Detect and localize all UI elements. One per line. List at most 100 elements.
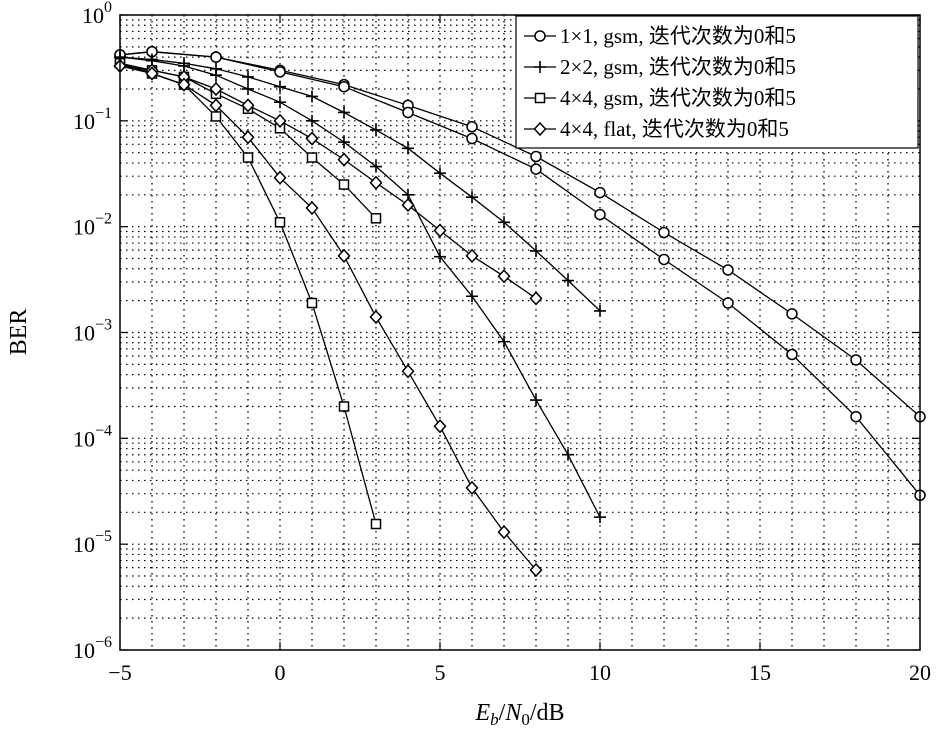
marker-plus — [370, 123, 382, 136]
y-tick-exponent: −6 — [95, 634, 112, 651]
y-tick-base: 10 — [73, 638, 95, 663]
x-axis-label-b: b — [490, 710, 499, 729]
marker-plus — [434, 250, 446, 263]
legend-box — [515, 15, 919, 149]
marker-diamond — [209, 81, 223, 97]
marker-diamond — [529, 562, 543, 578]
series-line — [119, 65, 537, 299]
y-tick-base: 10 — [82, 3, 104, 28]
marker-plus — [466, 290, 478, 303]
y-tick-exponent: −1 — [95, 105, 112, 122]
y-tick-label: 10−5 — [73, 528, 112, 557]
marker-plus — [242, 82, 254, 95]
marker-diamond — [465, 248, 479, 263]
marker-diamond — [433, 419, 447, 434]
series-circle-1 — [114, 45, 926, 501]
marker-diamond — [369, 309, 383, 325]
marker-diamond — [273, 113, 287, 128]
series-line — [119, 51, 921, 496]
marker-circle — [722, 297, 734, 309]
marker-plus — [338, 136, 350, 149]
marker-circle — [594, 186, 606, 199]
marker-diamond — [533, 121, 547, 137]
marker-square — [338, 401, 350, 412]
legend-entry-square: 4×4, gsm, 迭代次数为0和5 — [524, 86, 796, 110]
marker-square — [306, 297, 318, 309]
marker-plus — [370, 160, 382, 173]
marker-square — [210, 111, 222, 122]
series-line — [119, 65, 537, 571]
marker-plus — [274, 80, 286, 93]
marker-diamond — [305, 200, 319, 216]
y-tick-base: 10 — [73, 215, 95, 240]
marker-plus — [466, 191, 478, 204]
marker-square — [274, 217, 286, 228]
marker-diamond — [465, 480, 479, 496]
series-layer — [113, 45, 926, 578]
marker-square — [242, 152, 254, 163]
series-diamond-7 — [113, 58, 543, 578]
marker-circle — [594, 208, 606, 221]
marker-diamond — [337, 152, 351, 167]
legend-label: 2×2, gsm, 迭代次数为0和5 — [560, 55, 796, 79]
marker-circle — [534, 30, 546, 42]
x-tick-label: 15 — [749, 660, 771, 685]
marker-plus — [210, 69, 222, 82]
y-tick-label: 10−3 — [73, 317, 112, 346]
marker-plus — [594, 511, 606, 524]
marker-diamond — [369, 175, 383, 190]
marker-plus — [402, 142, 414, 155]
marker-circle — [274, 66, 286, 78]
y-tick-exponent: 0 — [104, 0, 112, 16]
marker-diamond — [401, 364, 415, 379]
marker-diamond — [241, 130, 255, 145]
marker-circle — [850, 410, 862, 423]
marker-diamond — [529, 291, 543, 306]
marker-circle — [530, 163, 542, 175]
x-axis-label-n: N — [504, 700, 523, 726]
marker-diamond — [145, 66, 159, 81]
marker-plus — [562, 448, 574, 461]
marker-diamond — [337, 248, 351, 263]
x-tick-label: 10 — [589, 660, 611, 685]
marker-diamond — [273, 170, 287, 185]
marker-circle — [338, 80, 350, 93]
marker-circle — [466, 120, 478, 133]
series-line — [119, 56, 601, 312]
legend-label: 4×4, flat, 迭代次数为0和5 — [560, 117, 789, 141]
marker-plus — [306, 90, 318, 103]
legend: 1×1, gsm, 迭代次数为0和5 2×2, gsm, 迭代次数为0和5 4×4,… — [515, 15, 919, 149]
legend-entry-diamond: 4×4, flat, 迭代次数为0和5 — [524, 117, 789, 141]
marker-circle — [786, 348, 798, 361]
marker-plus — [498, 335, 510, 348]
x-tick-labels: −5 0 5 10 15 20 — [108, 660, 931, 685]
x-axis-label: Eb/N0/dB — [474, 700, 564, 729]
tick-marks — [119, 14, 921, 651]
legend-label: 1×1, gsm, 迭代次数为0和5 — [560, 24, 796, 48]
legend-entry-circle: 1×1, gsm, 迭代次数为0和5 — [524, 24, 796, 48]
marker-plus — [274, 96, 286, 109]
marker-diamond — [433, 223, 447, 238]
legend-entry-plus: 2×2, gsm, 迭代次数为0和5 — [524, 55, 796, 79]
y-tick-exponent: −2 — [95, 211, 112, 228]
marker-diamond — [401, 197, 415, 213]
marker-diamond — [305, 131, 319, 146]
marker-circle — [530, 150, 542, 163]
x-tick-label: 0 — [275, 660, 286, 685]
y-tick-base: 10 — [73, 321, 95, 346]
marker-square — [534, 92, 546, 104]
series-line — [119, 56, 601, 518]
marker-plus — [338, 106, 350, 119]
marker-plus — [498, 216, 510, 229]
marker-circle — [786, 308, 798, 320]
marker-plus — [562, 274, 574, 287]
marker-square — [338, 179, 350, 190]
marker-square — [370, 213, 382, 224]
x-tick-label: −5 — [108, 660, 131, 685]
marker-diamond — [241, 98, 255, 113]
x-axis-label-e: E — [474, 700, 490, 726]
marker-diamond — [209, 98, 223, 113]
marker-plus — [306, 114, 318, 127]
